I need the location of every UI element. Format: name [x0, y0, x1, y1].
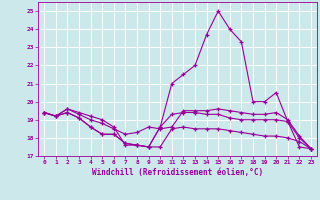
X-axis label: Windchill (Refroidissement éolien,°C): Windchill (Refroidissement éolien,°C) — [92, 168, 263, 177]
